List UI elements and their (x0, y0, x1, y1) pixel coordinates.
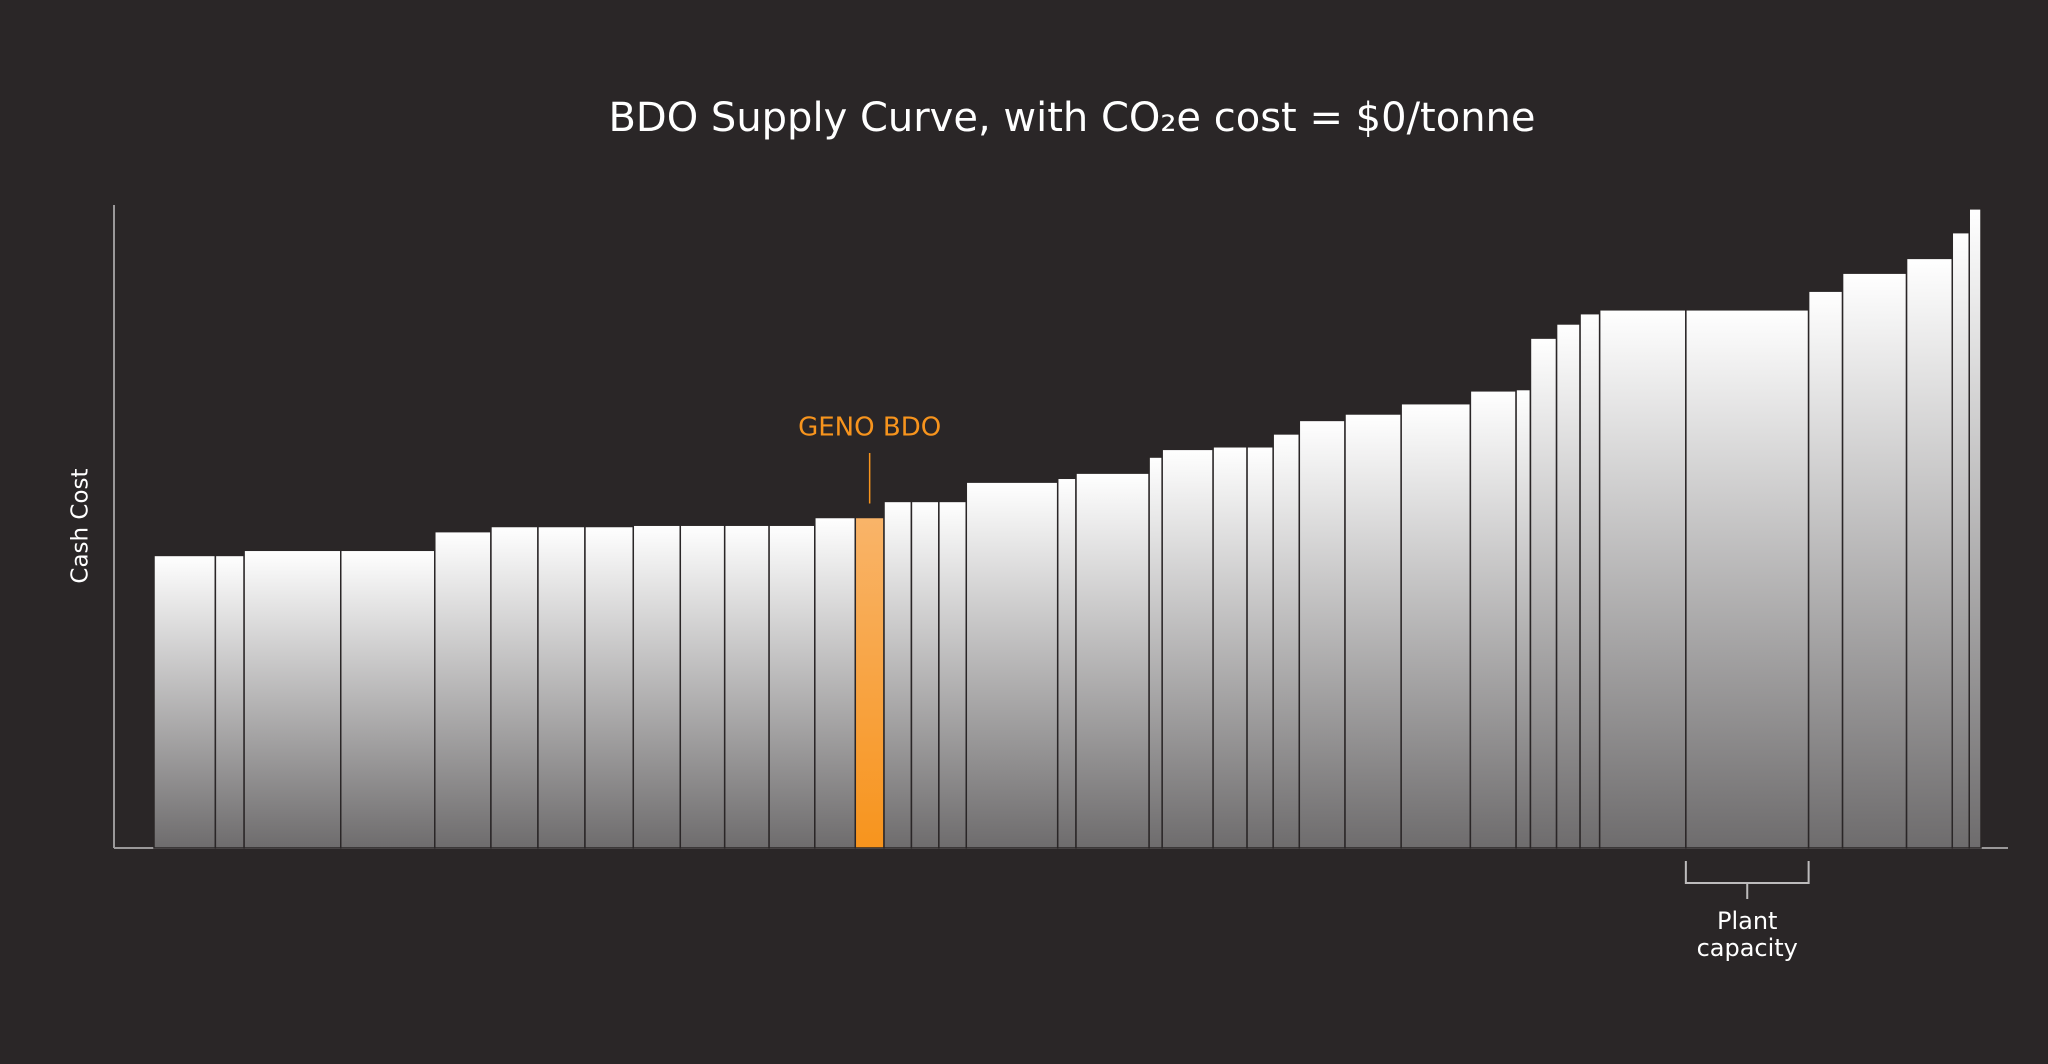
bar (1841, 272, 1908, 849)
bar (584, 525, 635, 849)
bar (537, 525, 586, 849)
bar (339, 549, 436, 849)
bar (1212, 446, 1248, 849)
bar (1555, 323, 1581, 849)
bar (1298, 419, 1346, 849)
bar (1905, 257, 1954, 849)
bar (1344, 413, 1402, 849)
bar (1075, 472, 1150, 849)
annotation-bracket (1684, 861, 1810, 899)
bar (1807, 290, 1844, 849)
bar (243, 549, 342, 849)
bar (1400, 402, 1472, 849)
bar (1685, 309, 1810, 849)
bar (153, 554, 217, 849)
bar (1272, 433, 1301, 849)
bar (1968, 208, 1982, 849)
bar (1056, 477, 1077, 849)
bar (1161, 448, 1214, 849)
bar (854, 516, 885, 849)
bar (965, 481, 1059, 849)
bar (490, 525, 539, 849)
bar (883, 500, 913, 849)
bar (1951, 231, 1970, 849)
chart-title: BDO Supply Curve, with CO₂e cost = $0/to… (608, 95, 1535, 141)
bar (1515, 388, 1532, 849)
bar (910, 500, 940, 849)
bar (938, 500, 968, 849)
y-axis-label: Cash Cost (68, 468, 94, 583)
bar (679, 524, 726, 849)
annotation-label: Plant capacity (1696, 907, 1798, 962)
bar (434, 530, 492, 849)
bar (1579, 312, 1601, 849)
bar (1598, 309, 1687, 849)
bar (1469, 390, 1517, 849)
bar (723, 524, 770, 849)
annotation-label: GENO BDO (798, 413, 941, 443)
bar (1246, 446, 1274, 849)
bar (768, 524, 816, 849)
bar (632, 524, 682, 849)
bar (1148, 456, 1163, 849)
bar (1529, 337, 1558, 849)
bar (814, 516, 857, 849)
bar (214, 554, 245, 849)
